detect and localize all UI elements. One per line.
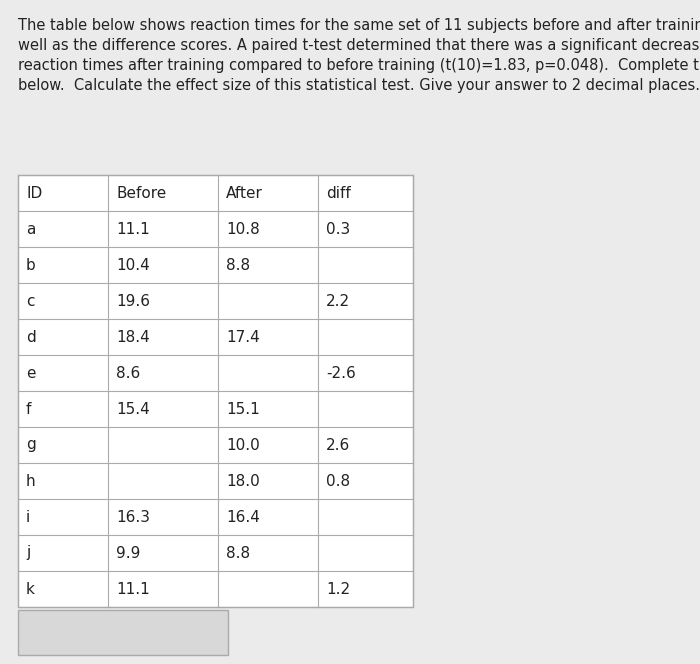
Text: 0.3: 0.3: [326, 222, 350, 236]
Text: 11.1: 11.1: [116, 222, 150, 236]
Text: 1.2: 1.2: [326, 582, 350, 596]
Text: reaction times after training compared to before training (t(10)=1.83, p=0.048).: reaction times after training compared t…: [18, 58, 700, 73]
Text: 8.8: 8.8: [226, 258, 250, 272]
Text: 19.6: 19.6: [116, 293, 150, 309]
Text: 2.2: 2.2: [326, 293, 350, 309]
Text: diff: diff: [326, 185, 351, 201]
Text: k: k: [26, 582, 35, 596]
Text: h: h: [26, 473, 36, 489]
Text: 17.4: 17.4: [226, 329, 260, 345]
Text: The table below shows reaction times for the same set of 11 subjects before and : The table below shows reaction times for…: [18, 18, 700, 33]
Text: below.  Calculate the effect size of this statistical test. Give your answer to : below. Calculate the effect size of this…: [18, 78, 700, 93]
Text: e: e: [26, 365, 36, 380]
Text: 16.3: 16.3: [116, 509, 150, 525]
Text: 10.0: 10.0: [226, 438, 260, 452]
Text: 18.4: 18.4: [116, 329, 150, 345]
Text: 18.0: 18.0: [226, 473, 260, 489]
Bar: [18, 175, 413, 607]
Text: 15.4: 15.4: [116, 402, 150, 416]
Text: g: g: [26, 438, 36, 452]
Text: -2.6: -2.6: [326, 365, 356, 380]
Text: c: c: [26, 293, 34, 309]
Text: b: b: [26, 258, 36, 272]
Text: 0.8: 0.8: [326, 473, 350, 489]
Text: 16.4: 16.4: [226, 509, 260, 525]
Text: 9.9: 9.9: [116, 546, 141, 560]
Bar: [18, 610, 228, 655]
Text: a: a: [26, 222, 36, 236]
Text: Before: Before: [116, 185, 167, 201]
Text: 15.1: 15.1: [226, 402, 260, 416]
Text: d: d: [26, 329, 36, 345]
Text: 2.6: 2.6: [326, 438, 350, 452]
Text: j: j: [26, 546, 30, 560]
Text: 11.1: 11.1: [116, 582, 150, 596]
Text: ID: ID: [26, 185, 42, 201]
Text: f: f: [26, 402, 32, 416]
Text: 8.8: 8.8: [226, 546, 250, 560]
Text: i: i: [26, 509, 30, 525]
Text: 8.6: 8.6: [116, 365, 140, 380]
Text: 10.8: 10.8: [226, 222, 260, 236]
Text: After: After: [226, 185, 263, 201]
Text: well as the difference scores. A paired t-test determined that there was a signi: well as the difference scores. A paired …: [18, 38, 700, 53]
Text: 10.4: 10.4: [116, 258, 150, 272]
